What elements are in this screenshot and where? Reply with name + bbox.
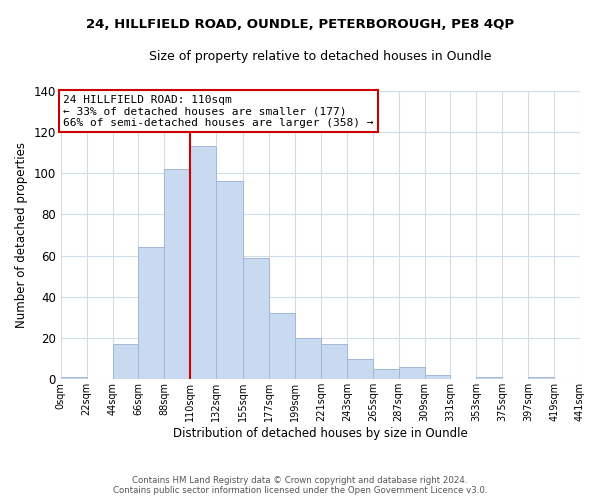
Text: 24, HILLFIELD ROAD, OUNDLE, PETERBOROUGH, PE8 4QP: 24, HILLFIELD ROAD, OUNDLE, PETERBOROUGH… xyxy=(86,18,514,30)
Bar xyxy=(243,258,269,380)
Bar xyxy=(321,344,347,380)
Text: 24 HILLFIELD ROAD: 110sqm
← 33% of detached houses are smaller (177)
66% of semi: 24 HILLFIELD ROAD: 110sqm ← 33% of detac… xyxy=(63,94,374,128)
Bar xyxy=(295,338,321,380)
Bar xyxy=(139,248,164,380)
Bar xyxy=(398,367,425,380)
Bar xyxy=(347,358,373,380)
Bar xyxy=(164,169,190,380)
Y-axis label: Number of detached properties: Number of detached properties xyxy=(15,142,28,328)
Text: Contains HM Land Registry data © Crown copyright and database right 2024.
Contai: Contains HM Land Registry data © Crown c… xyxy=(113,476,487,495)
Bar xyxy=(269,314,295,380)
Bar xyxy=(373,369,398,380)
Bar xyxy=(216,182,243,380)
X-axis label: Distribution of detached houses by size in Oundle: Distribution of detached houses by size … xyxy=(173,427,468,440)
Bar xyxy=(528,377,554,380)
Bar xyxy=(190,146,216,380)
Bar xyxy=(476,377,502,380)
Bar xyxy=(425,375,451,380)
Bar xyxy=(113,344,139,380)
Bar xyxy=(61,377,86,380)
Title: Size of property relative to detached houses in Oundle: Size of property relative to detached ho… xyxy=(149,50,491,63)
